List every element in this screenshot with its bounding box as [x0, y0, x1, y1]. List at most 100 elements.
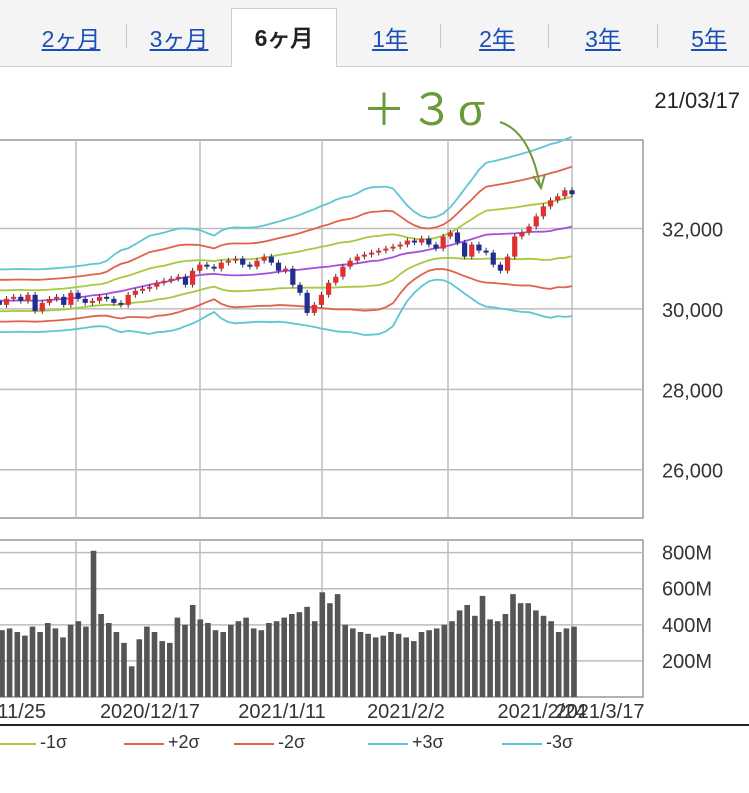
- candle-down: [297, 284, 303, 293]
- volume-bar: [45, 623, 51, 697]
- volume-bar: [273, 621, 280, 697]
- volume-bar: [52, 628, 59, 697]
- tab-2-months[interactable]: 2ヶ月: [41, 26, 101, 52]
- volume-bar: [159, 641, 165, 697]
- candle-up: [96, 296, 103, 301]
- volume-bar: [75, 621, 82, 697]
- volume-bar: [311, 621, 318, 697]
- tab-2-years[interactable]: 2年: [479, 26, 515, 52]
- annotation-arrowhead: [532, 173, 546, 191]
- volume-bar: [90, 550, 97, 697]
- candle-down: [75, 292, 81, 299]
- candle-up: [89, 300, 95, 303]
- candle-up: [447, 232, 453, 237]
- candle-down: [118, 302, 124, 305]
- volume-bar: [380, 635, 387, 697]
- candlesticks: [0, 187, 575, 316]
- annotation-arrow: [499, 121, 541, 187]
- candle-down: [240, 258, 246, 265]
- candle-down: [462, 242, 468, 257]
- legend: -1σ +2σ -2σ +3σ -3σ: [0, 724, 749, 762]
- candle-up: [154, 282, 160, 287]
- candle-up: [440, 236, 446, 249]
- legend-label: -1σ: [40, 732, 68, 752]
- candle-down: [0, 300, 2, 305]
- candle-down: [211, 266, 217, 269]
- volume-bar: [510, 594, 516, 697]
- period-tab-bar: 2ヶ月 3ヶ月 6ヶ月 1年 2年 3年 5年: [0, 0, 749, 67]
- volume-bar: [487, 619, 493, 697]
- volume-bar: [357, 632, 364, 697]
- candle-up: [132, 290, 138, 295]
- volume-bar: [388, 632, 394, 697]
- candle-down: [32, 294, 38, 311]
- candle-up: [53, 296, 60, 299]
- candle-down: [18, 296, 24, 301]
- legend-swatch: [502, 743, 542, 745]
- volume-bar: [151, 632, 158, 697]
- candle-up: [232, 258, 239, 261]
- volume-bar: [304, 606, 310, 697]
- volume-bar: [479, 595, 486, 697]
- volume-bar: [571, 626, 577, 697]
- tab-1-year[interactable]: 1年: [372, 26, 408, 52]
- date-tick-label: 2021/1/11: [238, 701, 326, 723]
- tab-6-months[interactable]: 6ヶ月: [231, 8, 337, 67]
- volume-tick-label: 400M: [662, 615, 712, 637]
- candle-down: [433, 244, 439, 249]
- volume-bar: [395, 633, 402, 697]
- candle-up: [519, 232, 525, 237]
- tab-separator: [548, 24, 549, 48]
- volume-bar: [502, 614, 509, 697]
- candle-down: [268, 256, 274, 263]
- volume-bar: [525, 603, 531, 697]
- legend-item-plus-3-sigma: +3σ: [368, 732, 478, 756]
- candle-down: [247, 264, 253, 267]
- candle-up: [383, 248, 389, 251]
- tab-3-years[interactable]: 3年: [585, 26, 621, 52]
- volume-bar: [60, 637, 66, 697]
- candle-up: [368, 252, 375, 255]
- candle-down: [61, 296, 67, 305]
- volume-bar: [6, 628, 13, 697]
- tab-separator: [657, 24, 658, 48]
- date-tick-label: 2021/2/2: [367, 701, 445, 723]
- tab-5-years[interactable]: 5年: [691, 26, 727, 52]
- volume-bar: [197, 619, 204, 697]
- candle-down: [111, 298, 117, 303]
- candle-down: [82, 298, 88, 303]
- price-tick-label: 30,000: [662, 300, 723, 322]
- candle-down: [104, 296, 110, 299]
- tab-separator: [126, 24, 127, 48]
- stock-chart: 26,000 28,000 30,000 32,000 200M 400M 600M 800…: [0, 121, 723, 723]
- volume-bar: [433, 628, 440, 697]
- band-minus-3-sigma: [0, 278, 573, 336]
- candle-up: [526, 226, 532, 233]
- volume-bar: [174, 617, 181, 697]
- volume-bar: [426, 630, 432, 697]
- price-tick-label: 32,000: [662, 219, 723, 241]
- date-axis: 2020/11/25 2020/12/17 2021/1/11 2021/2/2 202…: [0, 701, 644, 723]
- volume-bar: [548, 621, 554, 697]
- volume-bar: [289, 614, 295, 697]
- volume-bar: [464, 605, 470, 697]
- candle-up: [283, 268, 289, 271]
- date-tick-label: 2021/3/17: [556, 701, 645, 723]
- candle-up: [189, 270, 196, 285]
- band-minus-1-sigma: [0, 255, 573, 313]
- candle-up: [25, 294, 31, 301]
- candle-up: [562, 190, 568, 197]
- volume-bar: [235, 621, 242, 697]
- legend-swatch: [124, 743, 164, 745]
- date-tick-label: 2020/12/17: [100, 701, 200, 723]
- legend-swatch: [0, 743, 36, 745]
- candle-up: [168, 278, 174, 281]
- volume-bar: [83, 626, 89, 697]
- tab-3-months[interactable]: 3ヶ月: [149, 26, 209, 52]
- volume-bar: [327, 603, 333, 697]
- candle-down: [426, 238, 432, 245]
- candle-up: [254, 260, 260, 267]
- candle-up: [46, 298, 53, 303]
- candle-down: [304, 292, 310, 313]
- plus-3-sigma-annotation: ＋３σ: [362, 86, 490, 135]
